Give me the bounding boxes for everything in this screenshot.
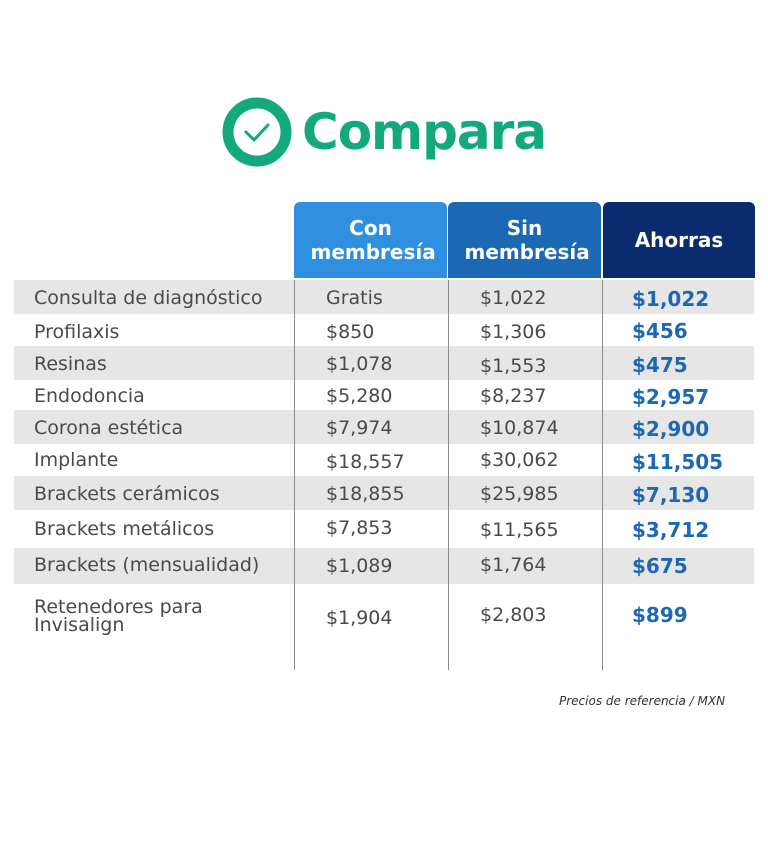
footnote: Precios de referencia / MXN xyxy=(559,694,726,708)
price-con: $1,904 xyxy=(326,607,393,629)
price-ahorras: $475 xyxy=(632,353,688,377)
price-ahorras: $456 xyxy=(632,319,688,343)
price-con: $5,280 xyxy=(326,385,393,407)
row-stripe xyxy=(14,280,754,314)
column-divider xyxy=(448,280,449,670)
column-divider xyxy=(602,280,603,670)
price-sin: $1,022 xyxy=(480,287,547,309)
price-con: $7,853 xyxy=(326,517,393,539)
price-ahorras: $675 xyxy=(632,554,688,578)
title-block: Compara xyxy=(222,96,547,168)
service-name: Consulta de diagnóstico xyxy=(34,287,263,309)
price-ahorras: $1,022 xyxy=(632,287,710,311)
row-stripe xyxy=(14,410,754,444)
price-con: Gratis xyxy=(326,287,383,309)
service-name: Brackets cerámicos xyxy=(34,483,220,505)
service-name: Profilaxis xyxy=(34,321,120,343)
service-name: Retenedores para Invisalign xyxy=(34,596,203,636)
price-sin: $1,764 xyxy=(480,554,547,576)
price-con: $850 xyxy=(326,321,375,343)
service-name: Resinas xyxy=(34,353,107,375)
price-ahorras: $2,900 xyxy=(632,417,710,441)
service-name: Corona estética xyxy=(34,417,184,439)
price-ahorras: $3,712 xyxy=(632,518,710,542)
price-sin: $1,306 xyxy=(480,321,547,343)
price-sin: $2,803 xyxy=(480,604,547,626)
price-ahorras: $7,130 xyxy=(632,483,710,507)
service-name: Brackets metálicos xyxy=(34,518,215,540)
header-sin-membresia: Sin membresía xyxy=(448,202,601,278)
header-con-membresia: Con membresía xyxy=(294,202,447,278)
price-con: $1,078 xyxy=(326,353,393,375)
service-name: Implante xyxy=(34,449,119,471)
price-sin: $30,062 xyxy=(480,449,559,471)
row-stripe xyxy=(14,476,754,510)
service-name: Endodoncia xyxy=(34,385,145,407)
price-sin: $25,985 xyxy=(480,483,559,505)
price-sin: $8,237 xyxy=(480,385,547,407)
price-con: $18,855 xyxy=(326,483,405,505)
row-stripe xyxy=(14,346,754,380)
price-ahorras: $2,957 xyxy=(632,385,710,409)
price-sin: $1,553 xyxy=(480,355,547,377)
column-divider xyxy=(294,280,295,670)
header-ahorras: Ahorras xyxy=(603,202,755,278)
price-sin: $11,565 xyxy=(480,519,559,541)
price-con: $18,557 xyxy=(326,451,405,473)
price-ahorras: $899 xyxy=(632,603,688,627)
row-stripe xyxy=(14,548,754,584)
service-name: Brackets (mensualidad) xyxy=(34,554,260,576)
price-sin: $10,874 xyxy=(480,417,559,439)
check-circle-icon xyxy=(222,97,292,167)
price-con: $7,974 xyxy=(326,417,393,439)
price-con: $1,089 xyxy=(326,555,393,577)
price-ahorras: $11,505 xyxy=(632,450,724,474)
page-title: Compara xyxy=(302,103,547,161)
